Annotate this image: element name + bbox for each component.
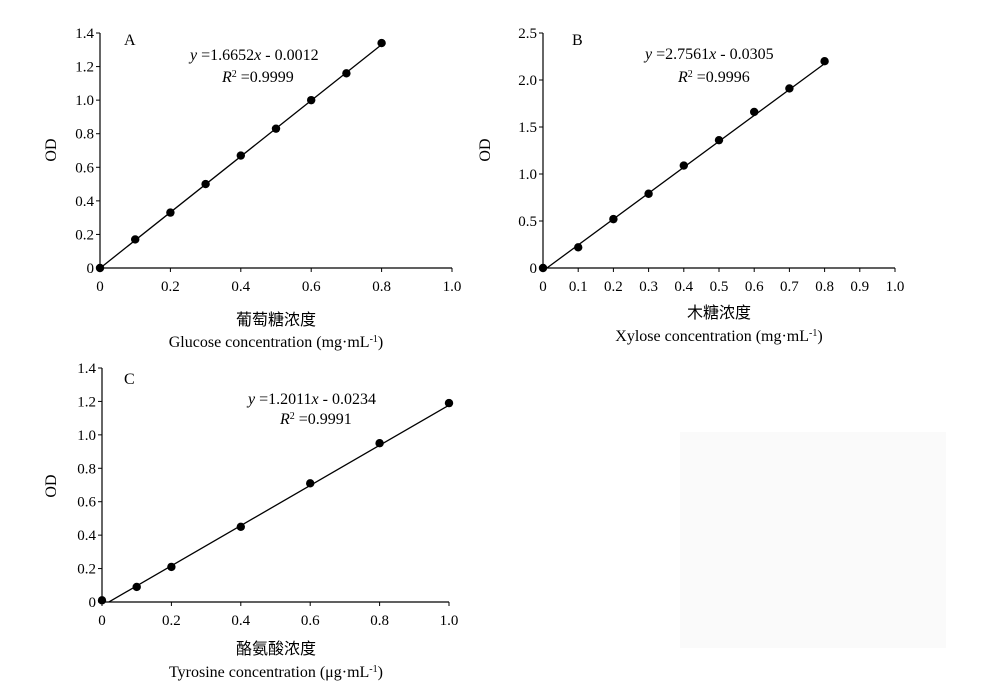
r-squared: R2 =0.9996 [677, 69, 750, 87]
x-tick-label: 0 [96, 279, 104, 295]
y-tick-label: 0.2 [75, 227, 94, 243]
data-point [609, 214, 618, 224]
x-axis-label-cn: 木糖浓度 [687, 304, 751, 322]
y-tick-label: 0 [87, 261, 95, 277]
x-axis-label-cn: 葡萄糖浓度 [236, 311, 316, 329]
data-point [97, 596, 107, 605]
panel-label: C [124, 371, 135, 388]
x-tick-label: 0.4 [674, 279, 693, 295]
x-tick-label: 0.6 [302, 279, 321, 295]
data-point [750, 107, 759, 117]
y-tick-label: 0 [530, 261, 538, 277]
data-point [95, 263, 105, 273]
data-point [236, 522, 245, 531]
y-tick-label: 0.8 [75, 127, 94, 143]
y-tick-label: 1.0 [75, 93, 94, 109]
data-point [574, 243, 583, 252]
y-axis-label: OD [43, 138, 60, 161]
data-point [644, 189, 653, 198]
x-tick-label: 0.8 [370, 613, 389, 629]
x-tick-label: 0.4 [231, 613, 250, 629]
x-axis-label-en: Glucose concentration (mg·mL-1) [169, 334, 384, 352]
y-axis-label: OD [477, 138, 494, 161]
x-tick-label: 0.1 [569, 279, 588, 295]
x-tick-label: 0.5 [710, 279, 729, 295]
regression-equation: y =2.7561x - 0.0305 [643, 46, 774, 63]
y-tick-label: 0.8 [77, 461, 96, 477]
data-point [342, 69, 351, 78]
data-point [444, 398, 454, 408]
y-tick-label: 0.6 [75, 160, 94, 176]
x-tick-label: 0.8 [815, 279, 834, 295]
x-tick-label: 0 [98, 613, 106, 629]
panel-label: B [572, 32, 583, 49]
regression-equation: y =1.6652x - 0.0012 [188, 47, 319, 64]
x-tick-label: 0.4 [231, 279, 250, 295]
panel-label: A [124, 32, 136, 49]
data-point [679, 161, 688, 170]
y-tick-label: 0.4 [75, 194, 94, 210]
data-point [307, 95, 316, 105]
panel-c: 0 0.2 0.4 0.6 0.8 1.0 1.2 1.4 0 0.2 0.4 0.6 0.8 1.0 Cy… [43, 361, 458, 681]
x-tick-label: 0.7 [780, 279, 799, 295]
y-axis-label: OD [43, 474, 60, 497]
data-point [201, 179, 210, 189]
y-tick-label: 1.0 [518, 167, 537, 183]
regression-equation: y =1.2011x - 0.0234 [246, 391, 376, 408]
blank-area [680, 432, 946, 648]
y-tick-label: 0 [89, 595, 97, 611]
x-axis-label-cn: 酪氨酸浓度 [236, 640, 316, 658]
y-tick-label: 1.0 [77, 428, 96, 444]
panel-a: 0 0.2 0.4 0.6 0.8 1.0 1.2 1.4 0 0.2 0.4 0.6 0.8 1.0 Ay… [43, 26, 461, 351]
x-tick-label: 0 [539, 279, 547, 295]
data-point [714, 135, 724, 145]
fit-line [108, 404, 450, 603]
x-tick-label: 0.6 [745, 279, 764, 295]
data-point [167, 562, 176, 572]
y-tick-label: 1.4 [75, 26, 94, 42]
x-axis-label-en: Xylose concentration (mg·mL-1) [615, 328, 822, 346]
x-tick-label: 1.0 [886, 279, 905, 295]
r-squared: R2 =0.9991 [279, 411, 352, 429]
data-point [538, 263, 548, 273]
data-point [820, 57, 829, 66]
y-tick-label: 1.5 [518, 120, 537, 136]
data-point [377, 38, 386, 48]
panel-b: 0 0.5 1.0 1.5 2.0 2.5 0 0.1 0.2 0.3 0.4 0.5 0.6 0.7 0.… [477, 26, 904, 345]
data-point [785, 84, 794, 93]
data-point [236, 151, 245, 160]
x-axis-label-en: Tyrosine concentration (μg·mL-1) [169, 664, 383, 682]
data-point [271, 124, 281, 133]
data-point [132, 582, 141, 592]
y-tick-label: 0.5 [518, 214, 537, 230]
y-tick-label: 0.2 [77, 562, 96, 578]
data-point [306, 479, 315, 488]
x-tick-label: 0.9 [850, 279, 869, 295]
x-tick-label: 0.6 [301, 613, 320, 629]
y-tick-label: 2.0 [518, 73, 537, 89]
data-point [166, 208, 175, 217]
x-tick-label: 0.8 [372, 279, 391, 295]
x-tick-label: 0.2 [604, 279, 623, 295]
y-tick-label: 1.2 [77, 394, 96, 410]
x-tick-label: 0.2 [161, 279, 180, 295]
y-tick-label: 0.4 [77, 528, 96, 544]
y-tick-label: 1.4 [77, 361, 96, 377]
data-point [375, 439, 384, 448]
x-tick-label: 0.2 [162, 613, 181, 629]
x-tick-label: 1.0 [443, 279, 462, 295]
x-tick-label: 1.0 [440, 613, 459, 629]
x-tick-label: 0.3 [639, 279, 658, 295]
data-point [131, 235, 140, 244]
r-squared: R2 =0.9999 [221, 69, 294, 87]
y-tick-label: 1.2 [75, 60, 94, 76]
y-tick-label: 0.6 [77, 495, 96, 511]
y-tick-label: 2.5 [518, 26, 537, 42]
